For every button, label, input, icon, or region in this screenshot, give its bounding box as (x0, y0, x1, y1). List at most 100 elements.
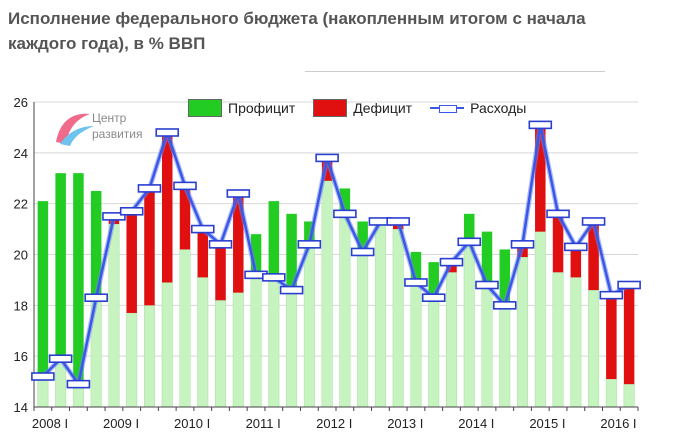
revenue-bar (534, 231, 546, 408)
x-tick-label: 2014 I (458, 416, 494, 431)
spending-marker (421, 293, 446, 303)
surplus-bar (339, 188, 351, 214)
surplus-bar (37, 201, 49, 377)
deficit-bar (570, 246, 582, 278)
legend-item-spending: Расходы (430, 100, 526, 116)
deficit-bar (623, 285, 635, 385)
deficit-bar (606, 295, 617, 380)
surplus-bar (286, 213, 297, 291)
spending-marker (279, 285, 304, 295)
spending-marker (48, 354, 73, 364)
deficit-bar (588, 221, 599, 291)
x-tick-label: 2016 I (600, 416, 636, 431)
revenue-bar (517, 256, 529, 408)
surplus-bar (410, 251, 422, 283)
spending-marker (475, 280, 499, 290)
logo-text: Центр развития (92, 110, 143, 142)
legend-swatch-deficit (313, 99, 348, 117)
spending-marker (564, 242, 588, 252)
deficit-bar (233, 193, 244, 293)
revenue-bar (410, 282, 422, 408)
spending-marker (173, 181, 197, 191)
spending-marker (315, 153, 339, 163)
revenue-bar (37, 376, 49, 408)
spending-marker (581, 217, 606, 226)
spending-marker (84, 293, 108, 303)
revenue-bar (321, 180, 333, 408)
surplus-bar (73, 173, 84, 385)
spending-marker (546, 209, 570, 219)
spending-marker (66, 379, 91, 389)
legend-label-surplus: Профицит (228, 100, 296, 116)
revenue-bar (605, 378, 617, 408)
deficit-bar (144, 188, 155, 306)
surplus-bar (428, 262, 439, 298)
x-tick-label: 2015 I (529, 416, 565, 431)
revenue-bar (552, 272, 564, 408)
revenue-bar (197, 277, 209, 408)
spending-marker (386, 217, 410, 226)
revenue-bar (108, 223, 120, 408)
deficit-bar (197, 229, 209, 278)
legend-label-deficit: Дефицит (353, 100, 413, 116)
revenue-bar (232, 292, 244, 408)
revenue-bar (392, 228, 404, 408)
spending-marker (457, 237, 482, 247)
y-tick-label: 14 (14, 400, 28, 415)
logo-line-1: Центр (92, 111, 127, 125)
surplus-bar (55, 173, 66, 359)
surplus-bar (268, 201, 280, 278)
surplus-bar (481, 231, 493, 285)
revenue-bar (374, 221, 386, 408)
revenue-bar (268, 277, 280, 408)
spending-marker (102, 212, 126, 221)
surplus-bar (499, 249, 511, 306)
y-tick-label: 16 (14, 349, 28, 364)
revenue-bar (339, 213, 351, 408)
spending-marker (439, 257, 464, 267)
y-tick-label: 26 (14, 95, 28, 110)
spending-marker (404, 278, 428, 287)
spending-marker (492, 301, 517, 310)
x-tick-label: 2009 I (103, 416, 139, 431)
deficit-bar (161, 132, 173, 283)
logo-swoosh-icon (56, 113, 94, 146)
logo-line-2: развития (92, 127, 143, 141)
revenue-bar (445, 272, 457, 408)
x-tick-label: 2010 I (174, 416, 210, 431)
y-tick-label: 24 (14, 146, 28, 161)
spending-marker (617, 280, 641, 290)
spending-marker (350, 247, 375, 257)
surplus-bar (463, 213, 475, 242)
y-tick-label: 22 (14, 197, 28, 212)
revenue-bar (143, 305, 155, 408)
revenue-bar (161, 282, 173, 408)
legend-swatch-spending (430, 102, 465, 114)
revenue-bar (357, 251, 369, 408)
spending-marker (599, 290, 624, 300)
deficit-bar (535, 124, 546, 232)
revenue-bar (126, 312, 138, 408)
title-divider (305, 71, 605, 72)
spending-marker (190, 224, 215, 234)
surplus-bar (250, 234, 262, 275)
deficit-bar (552, 213, 564, 273)
revenue-bar (215, 300, 227, 408)
revenue-bar (250, 274, 262, 408)
spending-marker (31, 372, 55, 381)
deficit-bar (179, 185, 191, 250)
spending-marker (510, 240, 535, 249)
legend-item-deficit: Дефицит (313, 99, 412, 117)
surplus-bar (357, 221, 368, 252)
legend-label-spending: Расходы (470, 100, 527, 116)
x-tick-label: 2013 I (387, 416, 423, 431)
deficit-bar (215, 244, 226, 301)
revenue-bar (286, 289, 298, 408)
y-tick-label: 20 (14, 248, 28, 263)
revenue-bar (303, 244, 315, 408)
revenue-bar (179, 249, 191, 408)
spending-marker (137, 184, 162, 193)
revenue-bar (588, 289, 600, 408)
x-tick-label: 2011 I (246, 416, 281, 431)
